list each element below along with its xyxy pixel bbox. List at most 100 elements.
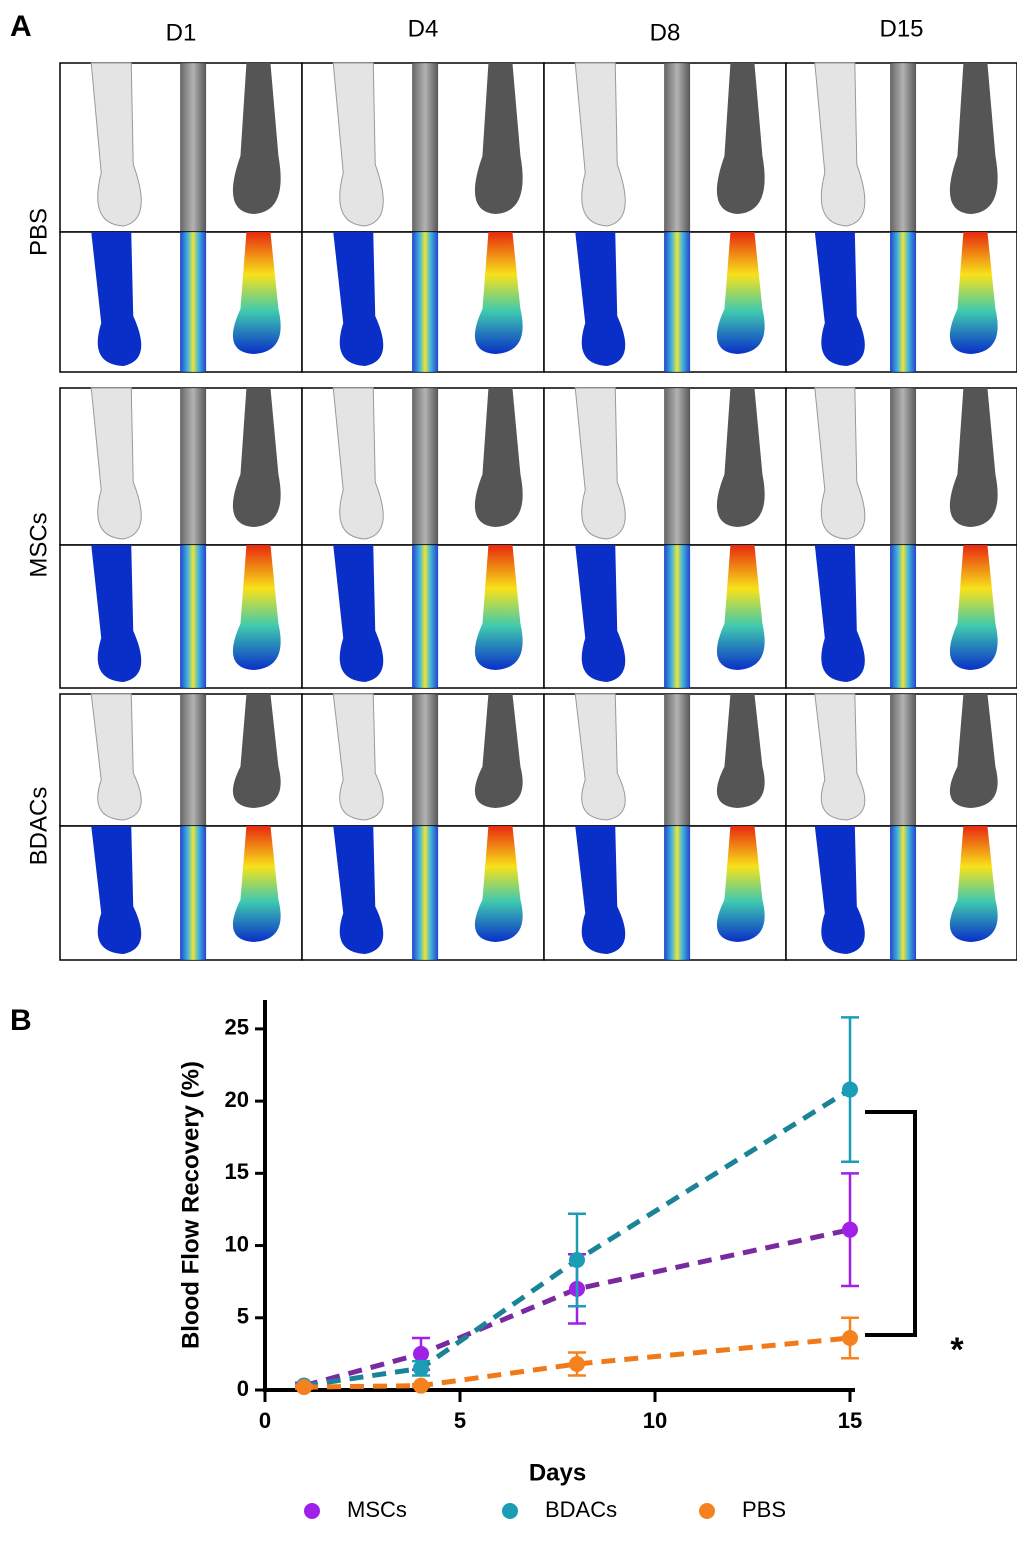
image-cell <box>785 825 1017 961</box>
right-limb <box>716 826 765 942</box>
tail <box>664 63 691 232</box>
right-limb <box>474 388 523 527</box>
image-cell <box>785 231 1017 373</box>
right-limb <box>232 388 281 527</box>
tail <box>412 826 439 960</box>
right-limb <box>232 232 281 354</box>
tail <box>180 388 207 545</box>
left-limb <box>814 693 866 821</box>
tail <box>180 232 207 372</box>
data-point <box>842 1221 858 1238</box>
image-cell <box>59 825 303 961</box>
left-limb <box>91 826 142 954</box>
tail <box>890 63 917 232</box>
legend-label: BDACs <box>545 1497 617 1522</box>
tail <box>890 826 917 960</box>
left-limb <box>91 232 142 366</box>
left-limb <box>574 387 626 540</box>
x-tick-label: 10 <box>643 1408 667 1433</box>
row-label: MSCs <box>25 512 52 577</box>
image-cell <box>301 693 545 827</box>
left-limb <box>814 232 865 366</box>
legend-label: PBS <box>742 1497 786 1522</box>
tail <box>890 694 917 826</box>
data-point <box>413 1360 429 1377</box>
data-point <box>842 1330 858 1346</box>
image-cell <box>59 387 303 546</box>
row-label: BDACs <box>25 787 52 866</box>
left-limb <box>575 545 626 682</box>
image-cell <box>785 693 1017 827</box>
legend-marker <box>304 1503 320 1519</box>
tail <box>412 388 439 545</box>
annotation: * <box>950 1331 964 1369</box>
right-limb <box>949 545 998 670</box>
data-point <box>842 1081 858 1098</box>
image-cell <box>59 231 303 373</box>
column-header: D8 <box>650 19 681 46</box>
tail <box>412 694 439 826</box>
x-axis-title: Days <box>529 1459 586 1486</box>
tail <box>664 694 691 826</box>
right-limb <box>716 694 765 808</box>
image-cell <box>785 62 1017 233</box>
right-limb <box>474 63 523 214</box>
column-header: D15 <box>879 15 923 42</box>
left-limb <box>814 387 866 540</box>
left-limb <box>574 62 626 227</box>
right-limb <box>232 826 281 942</box>
right-limb <box>474 545 523 670</box>
image-cell <box>301 387 545 546</box>
tail <box>664 545 691 688</box>
y-tick-label: 25 <box>225 1015 249 1040</box>
series-line <box>303 1335 851 1390</box>
right-limb <box>716 545 765 670</box>
image-cell <box>543 693 787 827</box>
column-header: D1 <box>166 19 197 46</box>
image-grid: D1 D4 D8 D15 PBS MSCs BDACs <box>25 15 1017 961</box>
x-tick-label: 0 <box>259 1408 271 1433</box>
tail <box>664 826 691 960</box>
tail <box>412 545 439 688</box>
left-limb <box>333 826 384 954</box>
x-tick-label: 15 <box>838 1408 862 1433</box>
left-limb <box>91 545 142 682</box>
right-limb <box>474 232 523 354</box>
left-limb <box>814 545 865 682</box>
y-axis-title: Blood Flow Recovery (%) <box>177 1061 204 1349</box>
tail <box>412 232 439 372</box>
tail <box>890 545 917 688</box>
image-cell <box>543 544 787 689</box>
image-cell <box>59 62 303 233</box>
image-cell <box>785 544 1017 689</box>
image-cell <box>301 62 545 233</box>
row-label: PBS <box>25 208 52 256</box>
panel-a-label: A <box>10 10 32 43</box>
significance-bracket <box>865 1110 917 1337</box>
tail <box>412 63 439 232</box>
left-limb <box>333 545 384 682</box>
data-point <box>569 1356 585 1372</box>
image-cell <box>785 387 1017 546</box>
image-cell <box>543 62 787 233</box>
right-limb <box>716 63 765 214</box>
left-limb <box>90 693 142 821</box>
left-limb <box>332 693 384 821</box>
data-point <box>413 1377 429 1394</box>
left-limb <box>332 387 384 540</box>
image-cell <box>301 825 545 961</box>
right-limb <box>474 826 523 942</box>
legend-marker <box>502 1503 518 1519</box>
right-limb <box>949 232 998 354</box>
y-tick-label: 20 <box>225 1087 249 1112</box>
right-limb <box>716 232 765 354</box>
data-point <box>569 1252 585 1268</box>
left-limb <box>90 387 142 540</box>
left-limb <box>333 232 384 366</box>
data-point <box>413 1345 429 1362</box>
image-cell <box>59 693 303 827</box>
right-limb <box>949 388 998 527</box>
left-limb <box>332 62 384 227</box>
